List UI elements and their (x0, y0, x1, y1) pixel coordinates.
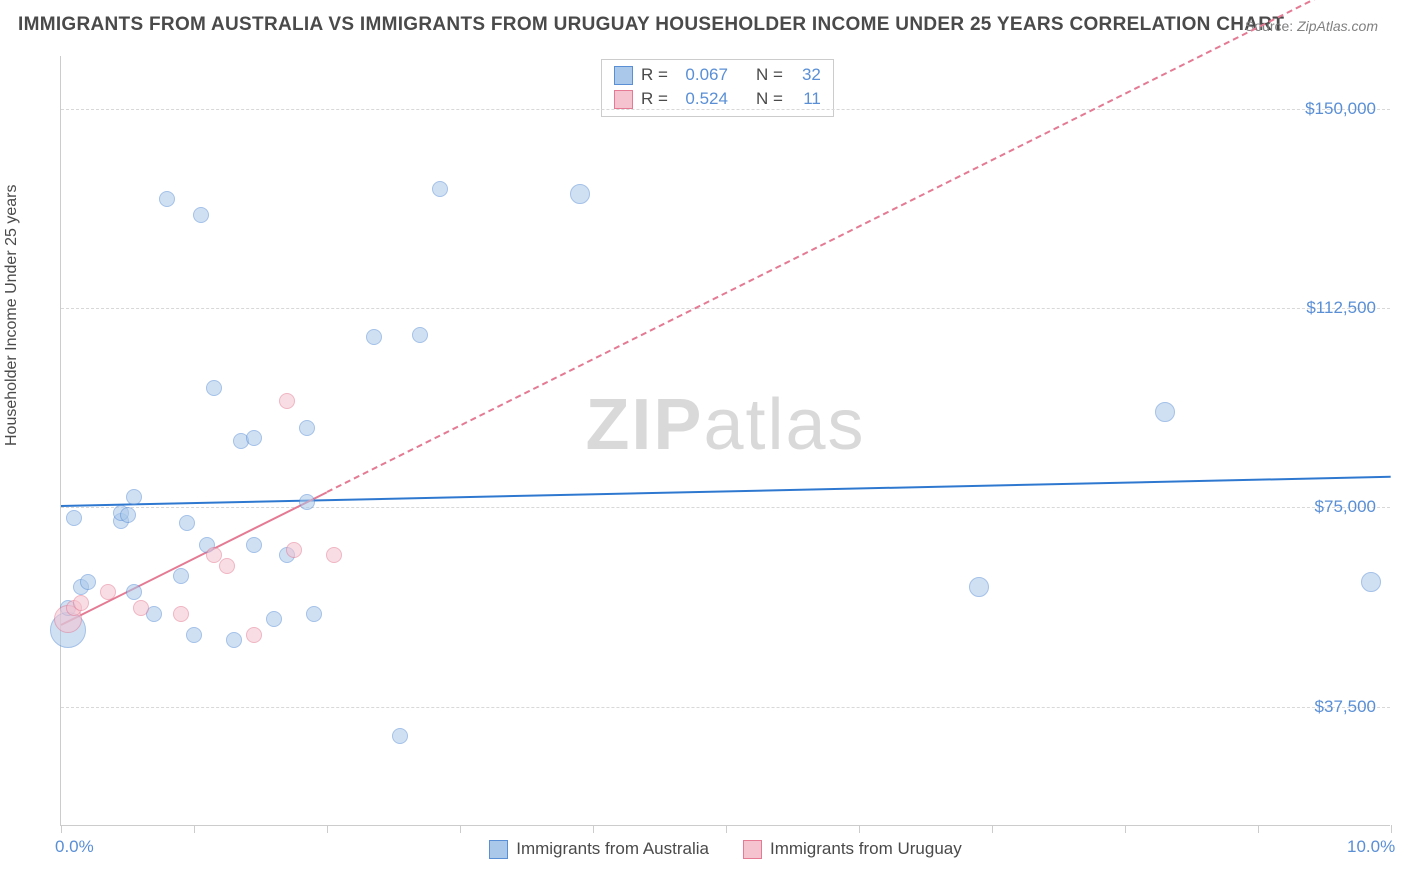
data-point (306, 606, 322, 622)
x-tick (1125, 825, 1126, 833)
r-label: R = (641, 65, 668, 85)
data-point (80, 574, 96, 590)
gridline-horizontal (61, 507, 1390, 508)
r-value: 0.524 (676, 89, 728, 109)
x-tick (992, 825, 993, 833)
data-point (186, 627, 202, 643)
data-point (392, 728, 408, 744)
watermark-bold: ZIP (585, 385, 703, 465)
legend-label: Immigrants from Uruguay (770, 839, 962, 859)
data-point (120, 507, 136, 523)
legend-item: Immigrants from Uruguay (743, 839, 962, 859)
data-point (299, 420, 315, 436)
legend-swatch (614, 66, 633, 85)
data-point (432, 181, 448, 197)
n-label: N = (756, 65, 783, 85)
scatter-plot-area: ZIPatlas R =0.067N =32R =0.524N =11 Immi… (60, 56, 1390, 826)
r-value: 0.067 (676, 65, 728, 85)
data-point (206, 380, 222, 396)
x-tick (61, 825, 62, 833)
x-tick (1391, 825, 1392, 833)
trend-line (327, 0, 1392, 493)
data-point (226, 632, 242, 648)
x-tick-label: 10.0% (1347, 837, 1395, 857)
y-axis-title: Householder Income Under 25 years (3, 185, 21, 446)
source-value: ZipAtlas.com (1297, 18, 1378, 34)
data-point (326, 547, 342, 563)
data-point (219, 558, 235, 574)
legend-swatch (743, 840, 762, 859)
data-point (193, 207, 209, 223)
x-tick (327, 825, 328, 833)
x-tick (859, 825, 860, 833)
chart-title: IMMIGRANTS FROM AUSTRALIA VS IMMIGRANTS … (18, 14, 1284, 36)
legend-item: Immigrants from Australia (489, 839, 709, 859)
data-point (246, 627, 262, 643)
watermark-rest: atlas (703, 385, 865, 465)
legend-label: Immigrants from Australia (516, 839, 709, 859)
x-tick (194, 825, 195, 833)
data-point (1155, 402, 1175, 422)
legend-swatch (614, 90, 633, 109)
data-point (412, 327, 428, 343)
legend-row: R = 0.524 N = 11 (614, 87, 821, 111)
n-value: 32 (791, 65, 821, 85)
gridline-horizontal (61, 308, 1390, 309)
data-point (126, 584, 142, 600)
data-point (159, 191, 175, 207)
gridline-horizontal (61, 707, 1390, 708)
x-tick (460, 825, 461, 833)
series-legend: Immigrants from Australia Immigrants from… (61, 839, 1390, 859)
data-point (246, 430, 262, 446)
data-point (279, 393, 295, 409)
data-point (246, 537, 262, 553)
data-point (1361, 572, 1381, 592)
watermark: ZIPatlas (585, 384, 865, 466)
data-point (126, 489, 142, 505)
data-point (133, 600, 149, 616)
data-point (73, 595, 89, 611)
data-point (266, 611, 282, 627)
x-tick (726, 825, 727, 833)
data-point (570, 184, 590, 204)
data-point (969, 577, 989, 597)
x-tick (593, 825, 594, 833)
data-point (299, 494, 315, 510)
data-point (173, 606, 189, 622)
n-value: 11 (791, 89, 821, 109)
y-tick-label: $150,000 (1305, 99, 1376, 119)
source-attribution: Source: ZipAtlas.com (1245, 18, 1378, 34)
x-tick-label: 0.0% (55, 837, 94, 857)
r-label: R = (641, 89, 668, 109)
n-label: N = (756, 89, 783, 109)
legend-swatch (489, 840, 508, 859)
y-tick-label: $112,500 (1306, 298, 1376, 318)
data-point (286, 542, 302, 558)
data-point (66, 510, 82, 526)
legend-row: R = 0.067 N = 32 (614, 63, 821, 87)
data-point (173, 568, 189, 584)
data-point (366, 329, 382, 345)
trend-line (61, 476, 1391, 507)
data-point (179, 515, 195, 531)
x-tick (1258, 825, 1259, 833)
y-tick-label: $75,000 (1315, 497, 1376, 517)
y-tick-label: $37,500 (1315, 697, 1376, 717)
gridline-horizontal (61, 109, 1390, 110)
data-point (100, 584, 116, 600)
